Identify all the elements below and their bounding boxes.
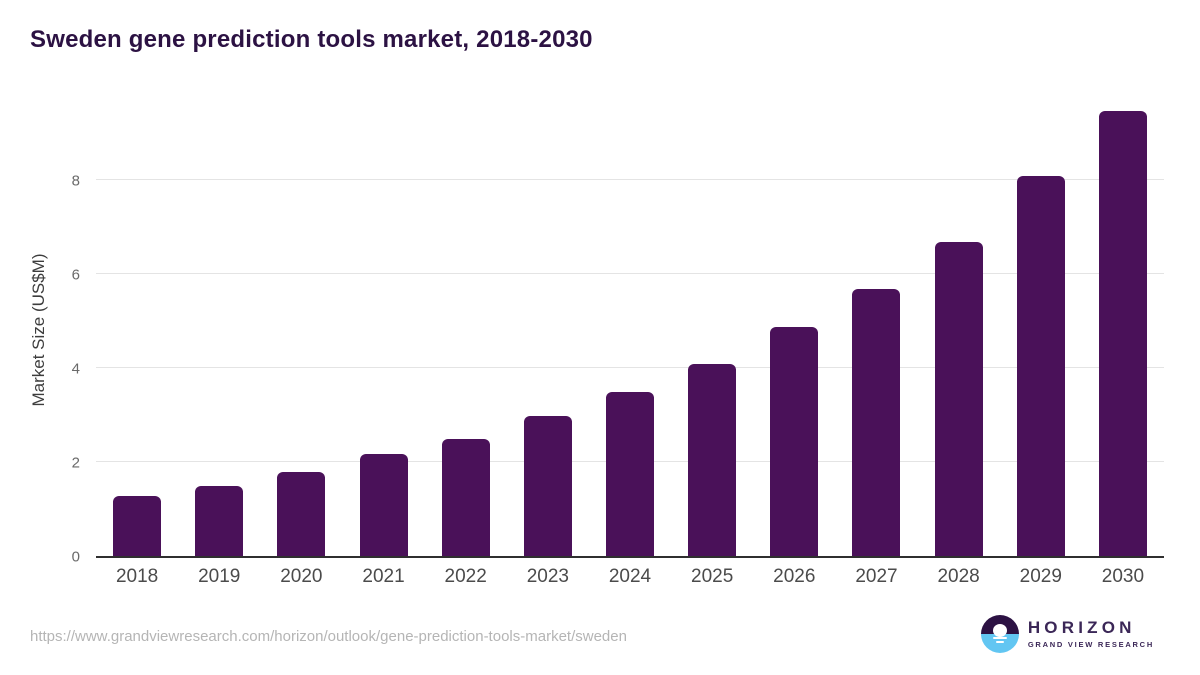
y-tick-label: 0 <box>71 548 80 566</box>
x-axis-label: 2018 <box>115 566 159 587</box>
gridline <box>96 178 1164 180</box>
source-url: https://www.grandviewresearch.com/horizo… <box>30 628 627 645</box>
logo-text: HORIZON GRAND VIEW RESEARCH <box>1027 618 1154 649</box>
gridline <box>96 272 1164 274</box>
bar-2029[interactable] <box>1016 176 1065 556</box>
x-axis-label: 2026 <box>773 566 816 587</box>
x-axis-label: 2024 <box>608 566 652 587</box>
horizon-logo-icon <box>980 615 1019 653</box>
y-tick-label: 4 <box>71 360 80 378</box>
x-axis-label: 2021 <box>362 566 405 587</box>
logo-brand-name: HORIZON <box>1027 618 1136 638</box>
logo-stripe-icon <box>992 637 1007 639</box>
x-axis-label: 2028 <box>937 566 980 587</box>
x-axis-label: 2019 <box>198 566 241 587</box>
bar-2023[interactable] <box>523 416 572 556</box>
bar-2018[interactable] <box>113 495 162 556</box>
bar-2027[interactable] <box>852 288 901 556</box>
y-tick-label: 2 <box>71 454 80 472</box>
bar-2030[interactable] <box>1098 110 1147 556</box>
y-tick-label: 8 <box>71 172 80 190</box>
x-axis-label: 2029 <box>1019 566 1062 587</box>
bar-2028[interactable] <box>934 242 983 556</box>
y-tick-label: 6 <box>71 266 80 284</box>
bar-2025[interactable] <box>688 363 737 556</box>
x-axis-label: 2022 <box>444 566 487 587</box>
x-axis-label: 2025 <box>691 566 734 587</box>
logo-sun-hole <box>992 624 1007 637</box>
bar-2021[interactable] <box>359 454 408 556</box>
x-axis-label: 2030 <box>1101 566 1145 587</box>
gridline <box>96 366 1164 368</box>
bar-2019[interactable] <box>195 486 244 556</box>
horizon-logo: HORIZON GRAND VIEW RESEARCH <box>980 615 1154 653</box>
bar-2026[interactable] <box>770 327 819 556</box>
logo-sub-brand: GRAND VIEW RESEARCH <box>1027 639 1154 649</box>
bar-2024[interactable] <box>606 392 654 556</box>
plot-area: 2018 2019 2020 2021 2022 2023 2024 2025 2026 2027… <box>96 100 1164 587</box>
x-axis-label: 2027 <box>855 566 898 587</box>
bar-2022[interactable] <box>441 438 490 556</box>
bar-2020[interactable] <box>277 471 326 556</box>
chart-title: Sweden gene prediction tools market, 201… <box>30 26 593 53</box>
x-axis-label: 2020 <box>280 566 323 587</box>
logo-stripe-icon <box>995 641 1004 643</box>
x-axis-label: 2023 <box>526 566 569 587</box>
